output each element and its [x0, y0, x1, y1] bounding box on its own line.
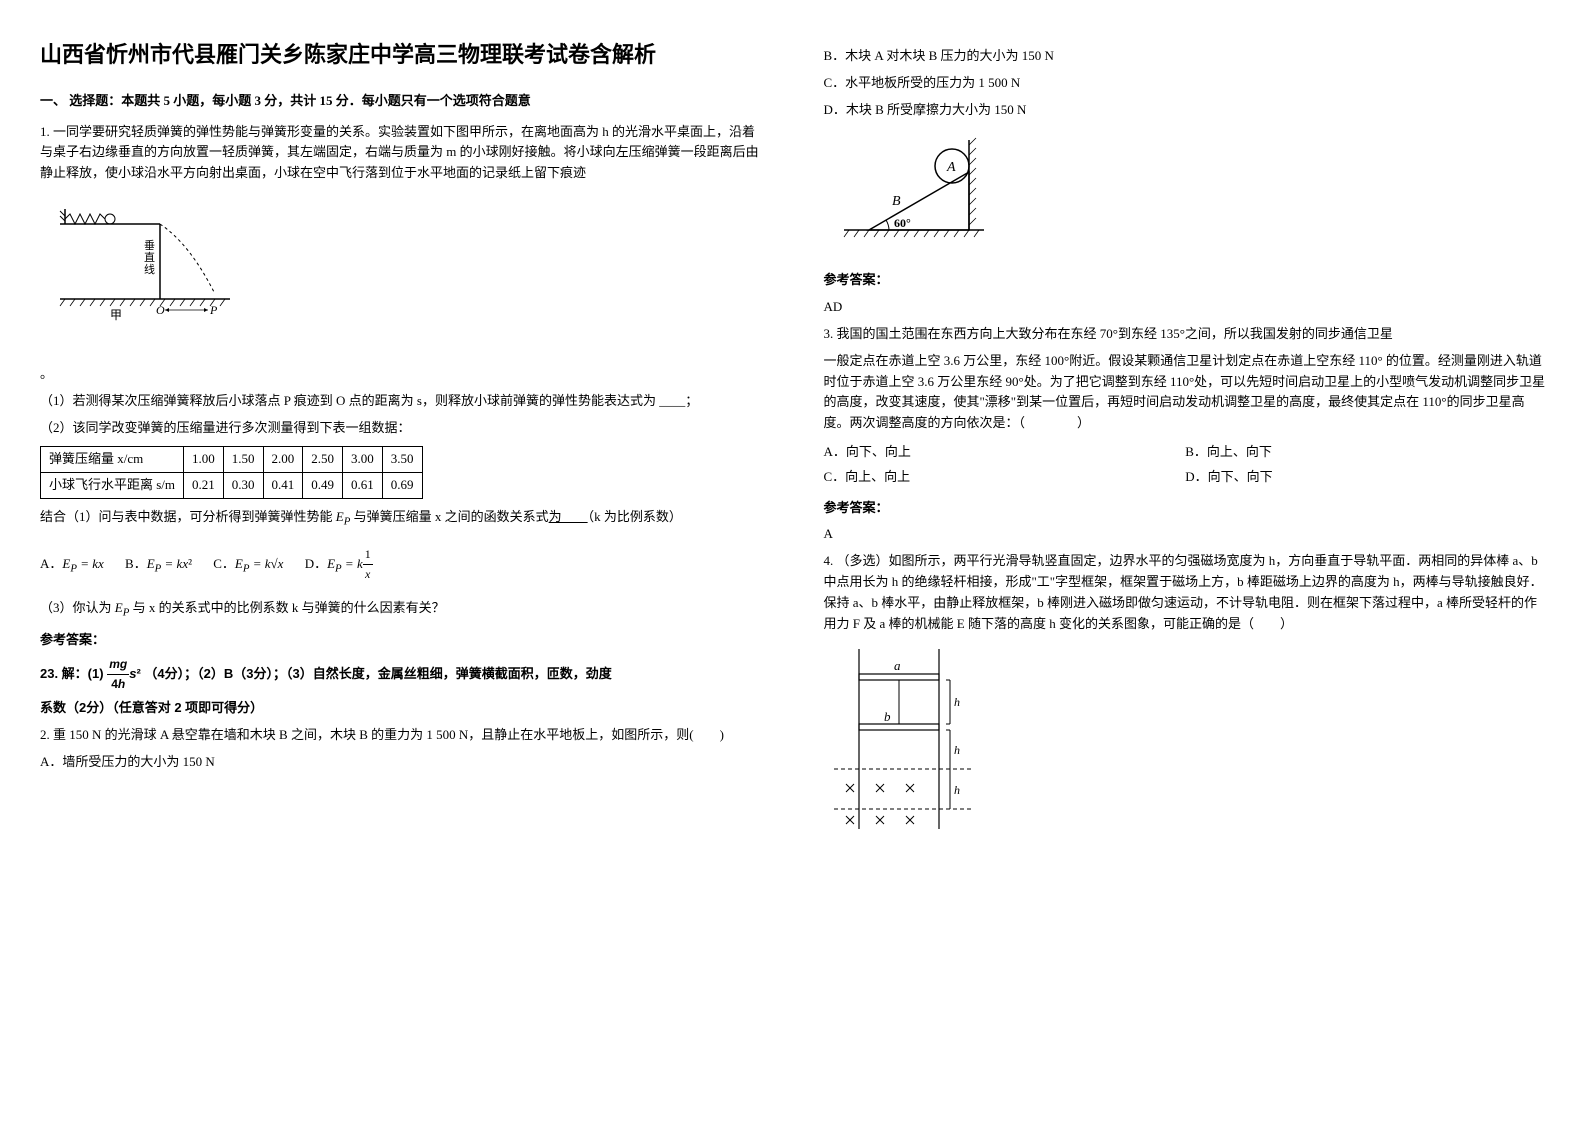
q4-num: 4. [824, 553, 834, 568]
right-column: B．木块 A 对木块 B 压力的大小为 150 N C．水平地板所受的压力为 1… [824, 40, 1548, 844]
table-row: 弹簧压缩量 x/cm 1.00 1.50 2.00 2.50 3.00 3.50 [41, 447, 423, 473]
table-cell: 2.50 [303, 447, 343, 473]
q3-num: 3. [824, 326, 834, 341]
table-cell: 小球飞行水平距离 s/m [41, 473, 184, 499]
q1-num: 1. [40, 124, 50, 139]
q4-figure: a b [824, 644, 1548, 834]
q1-answer-1: 23. 解：(1) mg4hs² （4分）；（2）B（3分）；（3）自然长度，金… [40, 655, 764, 694]
table-cell: 1.00 [184, 447, 224, 473]
fig2-angle: 60° [894, 216, 911, 230]
q1-optC: C．EP = k√x [213, 556, 283, 571]
q1-figure: 垂 直 线 [40, 194, 764, 354]
table-cell: 0.61 [343, 473, 383, 499]
q1-ans1-prefix: 23. 解：(1) [40, 666, 104, 681]
q3-text2: 一般定点在赤道上空 3.6 万公里，东经 100°附近。假设某颗通信卫星计划定点… [824, 351, 1548, 434]
q1-sub3: （3）你认为 EP 与 x 的关系式中的比例系数 k 与弹簧的什么因素有关？ [40, 598, 764, 622]
q1-optB: B．EP = kx² [125, 556, 192, 571]
q2-optC: C．水平地板所受的压力为 1 500 N [824, 73, 1548, 94]
fig1-label-P: P [209, 303, 218, 317]
q1-optA: A．EP = kx [40, 556, 104, 571]
fig2-label-A: A [946, 160, 956, 175]
table-row: 小球飞行水平距离 s/m 0.21 0.30 0.41 0.49 0.61 0.… [41, 473, 423, 499]
fig2-label-B: B [892, 194, 901, 209]
q3-body1: 我国的国土范围在东西方向上大致分布在东经 70°到东经 135°之间，所以我国发… [837, 326, 1393, 341]
q2-optA: A．墙所受压力的大小为 150 N [40, 752, 764, 773]
q2-figure: A B 60° [824, 130, 1548, 260]
q3-optA: A．向下、向上 [824, 442, 1186, 463]
table-cell: 0.41 [263, 473, 303, 499]
fig3-h1: h [954, 695, 960, 709]
q3-answer: A [824, 524, 1548, 545]
q1-sub2: （2）该同学改变弹簧的压缩量进行多次测量得到下表一组数据： [40, 418, 764, 439]
left-column: 山西省忻州市代县雁门关乡陈家庄中学高三物理联考试卷含解析 一、 选择题：本题共 … [40, 40, 764, 844]
table-cell: 0.30 [223, 473, 263, 499]
q1-sub2b: 结合（1）问与表中数据，可分析得到弹簧弹性势能 EP 与弹簧压缩量 x 之间的函… [40, 507, 764, 531]
q3-answer-label: 参考答案： [824, 498, 1548, 519]
q4-body: （多选）如图所示，两平行光滑导轨竖直固定，边界水平的匀强磁场宽度为 h，方向垂直… [824, 553, 1543, 630]
section1-heading: 一、 选择题：本题共 5 小题，每小题 3 分，共计 15 分．每小题只有一个选… [40, 91, 764, 112]
q2-optD: D．木块 B 所受摩擦力大小为 150 N [824, 100, 1548, 121]
q1-options: A．EP = kx B．EP = kx² C．EP = k√x D．EP = k… [40, 545, 764, 584]
fig3-h3: h [954, 783, 960, 797]
fig3-label-a: a [894, 658, 901, 673]
q4-text: 4. （多选）如图所示，两平行光滑导轨竖直固定，边界水平的匀强磁场宽度为 h，方… [824, 551, 1548, 634]
table-cell: 0.49 [303, 473, 343, 499]
fig1-chuizhi-2: 直 [144, 250, 155, 264]
fig1-label-jia: 甲 [110, 308, 122, 322]
table-cell: 2.00 [263, 447, 303, 473]
q1-sub1: （1）若测得某次压缩弹簧释放后小球落点 P 痕迹到 O 点的距离为 s，则释放小… [40, 391, 764, 412]
fig1-label-O: O [156, 303, 165, 317]
q2-text: 2. 重 150 N 的光滑球 A 悬空靠在墙和木块 B 之间，木块 B 的重力… [40, 725, 764, 746]
fig3-label-b: b [884, 709, 891, 724]
q2-num: 2. [40, 727, 50, 742]
q1-ans1-suffix: （4分）；（2）B（3分）；（3）自然长度，金属丝粗细，弹簧横截面积，匝数，劲度 [144, 666, 611, 681]
table-cell: 3.00 [343, 447, 383, 473]
q1-body: 一同学要研究轻质弹簧的弹性势能与弹簧形变量的关系。实验装置如下图甲所示，在离地面… [40, 124, 759, 181]
q3-optB: B．向上、向下 [1185, 442, 1547, 463]
q3-optC: C．向上、向上 [824, 467, 1186, 488]
fig3-h2: h [954, 743, 960, 757]
fig1-chuizhi-3: 线 [144, 262, 155, 276]
table-cell: 弹簧压缩量 x/cm [41, 447, 184, 473]
table-cell: 0.21 [184, 473, 224, 499]
q1-answer-label: 参考答案： [40, 630, 764, 651]
q1-table: 弹簧压缩量 x/cm 1.00 1.50 2.00 2.50 3.00 3.50… [40, 446, 423, 499]
q3-options: A．向下、向上 B．向上、向下 C．向上、向上 D．向下、向下 [824, 440, 1548, 490]
q1-answer-2: 系数（2分）（任意答对 2 项即可得分） [40, 698, 764, 719]
table-cell: 1.50 [223, 447, 263, 473]
q2-answer: AD [824, 297, 1548, 318]
page-title: 山西省忻州市代县雁门关乡陈家庄中学高三物理联考试卷含解析 [40, 40, 764, 71]
q2-answer-label: 参考答案： [824, 270, 1548, 291]
table-cell: 0.69 [382, 473, 422, 499]
q3-text1: 3. 我国的国土范围在东西方向上大致分布在东经 70°到东经 135°之间，所以… [824, 324, 1548, 345]
q2-optB: B．木块 A 对木块 B 压力的大小为 150 N [824, 46, 1548, 67]
q1-period: 。 [40, 364, 764, 385]
q1-text: 1. 一同学要研究轻质弹簧的弹性势能与弹簧形变量的关系。实验装置如下图甲所示，在… [40, 122, 764, 184]
q3-optD: D．向下、向下 [1185, 467, 1547, 488]
fig1-chuizhi-1: 垂 [144, 239, 155, 252]
q2-body: 重 150 N 的光滑球 A 悬空靠在墙和木块 B 之间，木块 B 的重力为 1… [53, 727, 724, 742]
table-cell: 3.50 [382, 447, 422, 473]
q1-optD: D．EP = k1x [305, 556, 409, 571]
